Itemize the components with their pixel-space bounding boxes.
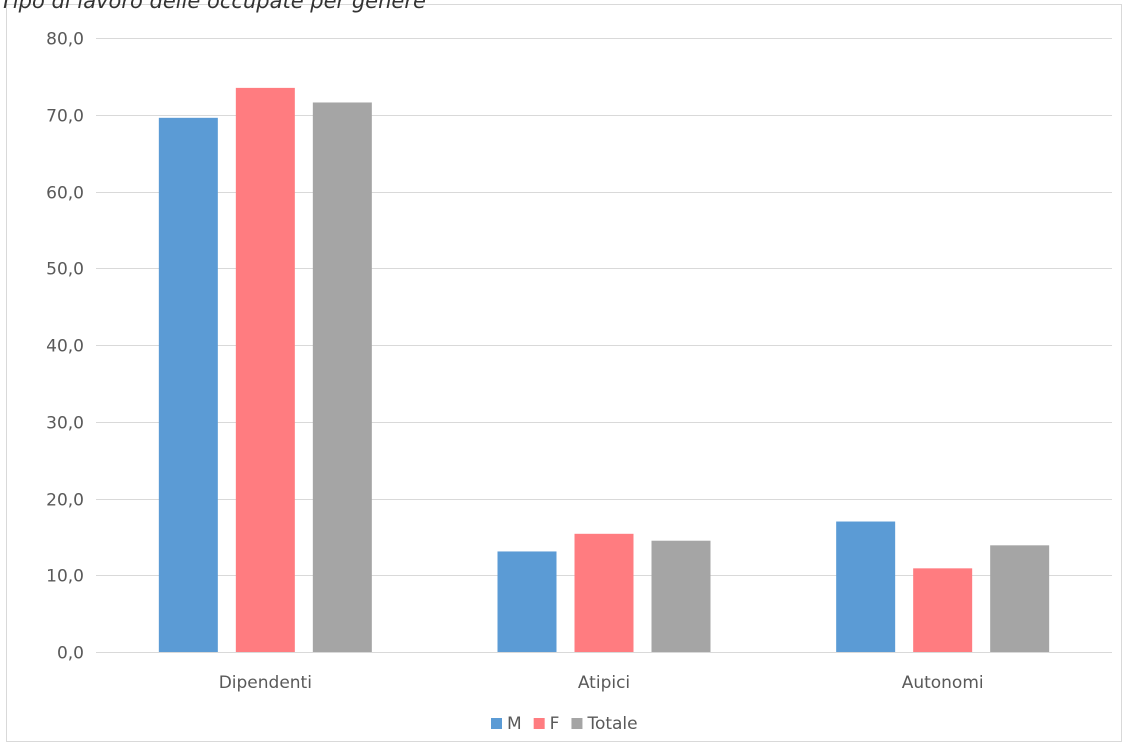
bar-f-autonomi	[913, 568, 973, 652]
y-tick-label: 10,0	[46, 567, 84, 587]
legend-swatch-f	[533, 718, 545, 729]
x-axis-categories: Dipendenti Atipici Autonomi	[219, 673, 984, 693]
legend-label-m: M	[507, 714, 522, 734]
y-tick-label: 40,0	[46, 337, 84, 357]
y-tick-label: 70,0	[46, 107, 84, 127]
chart-title: Tipo di lavoro delle occupate per genere	[0, 0, 426, 13]
x-category-label: Atipici	[578, 673, 630, 693]
bar-m-atipici	[497, 551, 557, 652]
bar-m-autonomi	[836, 521, 896, 652]
bar-f-atipici	[574, 533, 634, 652]
y-tick-label: 0,0	[57, 644, 84, 664]
bars	[158, 87, 1050, 653]
bar-totale-autonomi	[990, 545, 1050, 652]
legend-swatch-m	[491, 718, 502, 729]
bar-totale-atipici	[651, 540, 711, 652]
y-tick-label: 30,0	[46, 414, 84, 434]
bar-totale-dipendenti	[312, 102, 372, 653]
y-tick-label: 20,0	[46, 491, 84, 511]
y-tick-label: 60,0	[46, 184, 84, 204]
legend: M F Totale	[491, 714, 638, 734]
y-tick-label: 50,0	[46, 260, 84, 280]
x-category-label: Autonomi	[902, 673, 984, 693]
bar-f-dipendenti	[235, 87, 295, 652]
y-tick-label: 80,0	[46, 30, 84, 50]
y-axis-ticks: 0,0 10,0 20,0 30,0 40,0 50,0 60,0 70,0 80,0	[46, 30, 84, 664]
bar-m-dipendenti	[158, 117, 218, 652]
legend-label-totale: Totale	[586, 714, 637, 734]
legend-label-f: F	[550, 714, 560, 734]
x-category-label: Dipendenti	[219, 673, 312, 693]
legend-swatch-totale	[571, 718, 583, 729]
